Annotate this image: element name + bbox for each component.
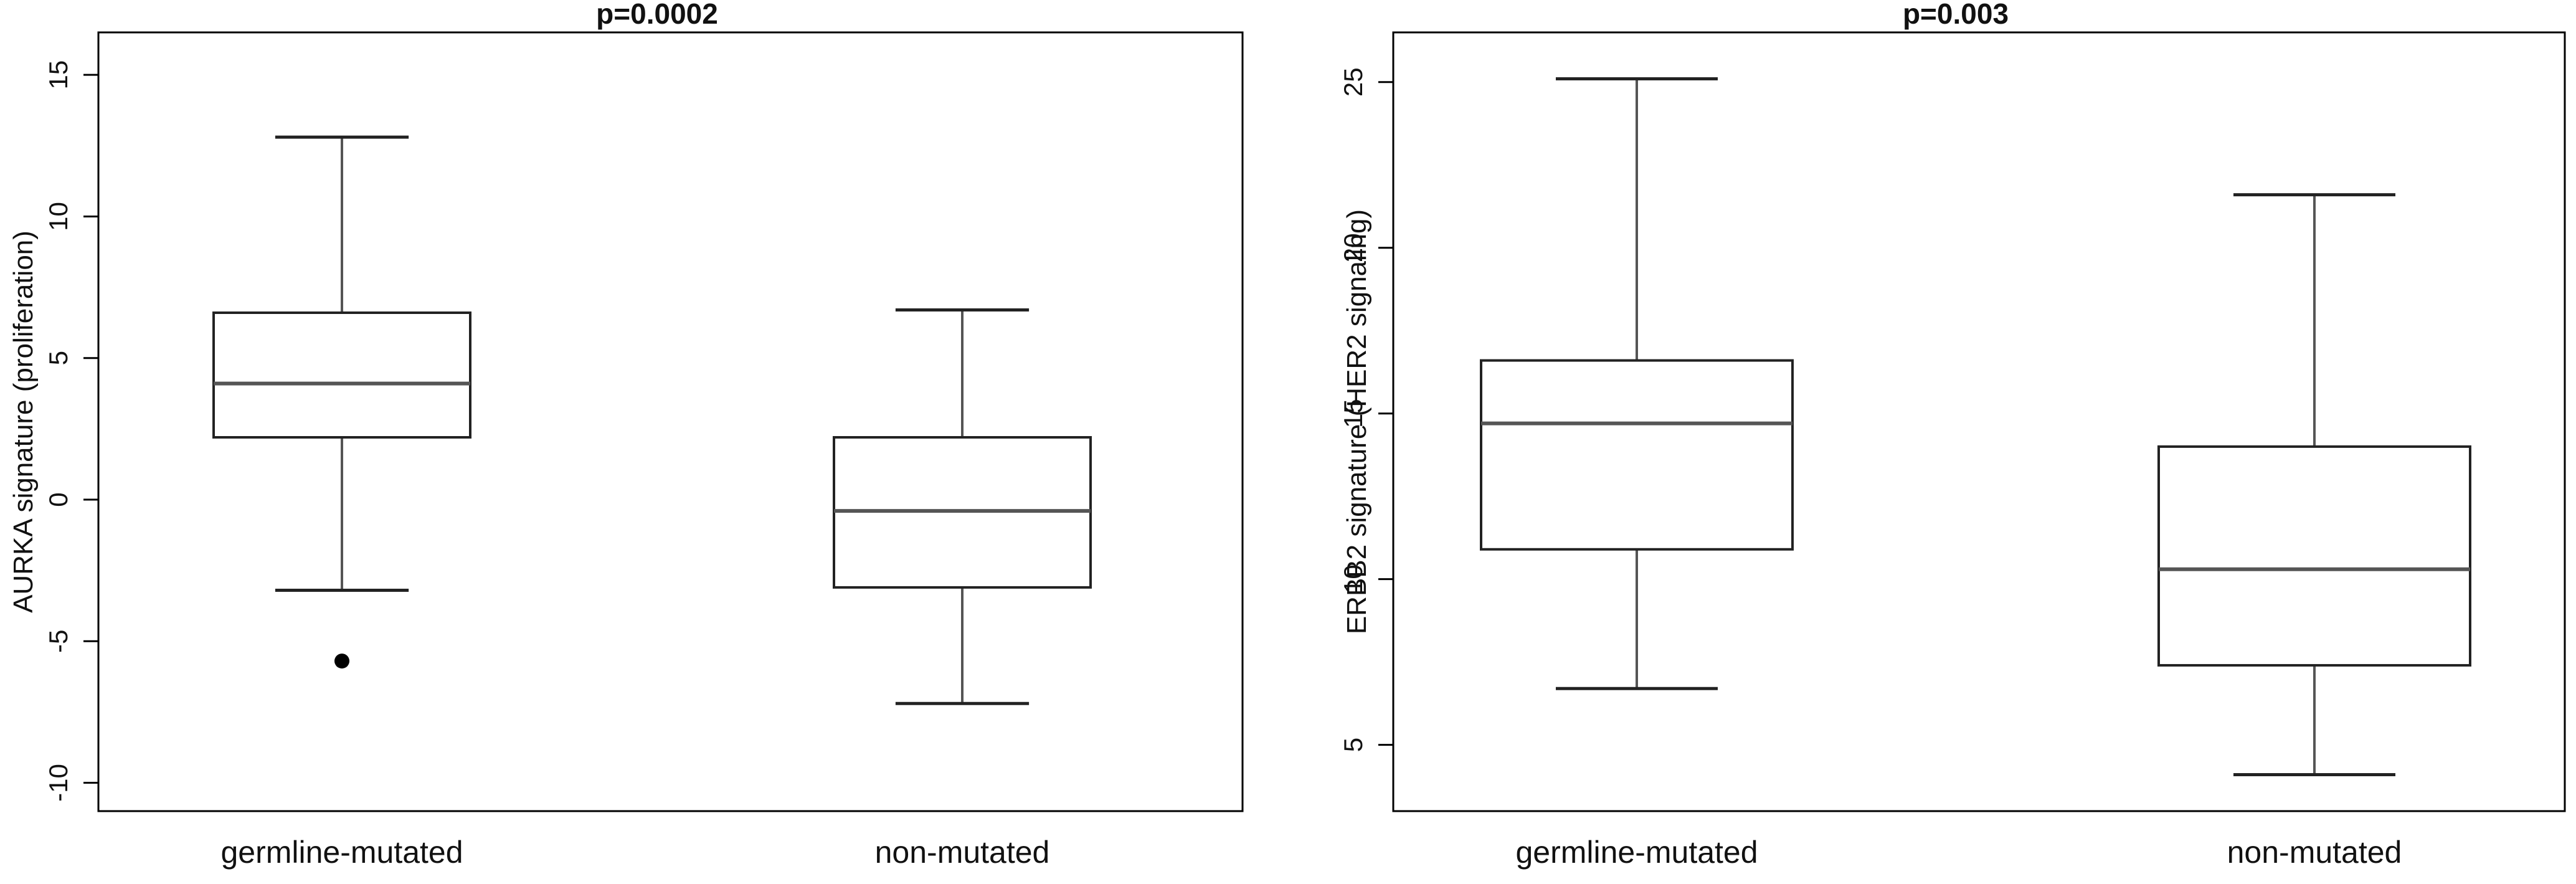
box-body xyxy=(1480,359,1794,551)
plot-frame xyxy=(97,31,1244,812)
chart-title: p=0.0002 xyxy=(596,0,718,30)
y-tick-label: -10 xyxy=(44,764,73,802)
y-tick-label: 15 xyxy=(1338,399,1368,428)
y-axis-label: AURKA signature (proliferation) xyxy=(8,231,39,613)
y-tick-label: 5 xyxy=(44,351,73,365)
box-0 xyxy=(212,135,471,669)
box-body xyxy=(212,311,471,439)
y-tick-label: 10 xyxy=(44,202,73,231)
category-label: non-mutated xyxy=(2227,835,2402,870)
y-tick-label: 15 xyxy=(44,60,73,90)
category-label: germline-mutated xyxy=(1515,835,1758,870)
box-body xyxy=(2157,445,2471,667)
y-tick-label: 25 xyxy=(1338,67,1368,97)
category-label: germline-mutated xyxy=(220,835,463,870)
outlier-point xyxy=(334,653,349,669)
y-axis-label: ERBB2 signature (HER2 signaling) xyxy=(1342,209,1372,634)
y-tick-label: 20 xyxy=(1338,233,1368,262)
chart-title: p=0.003 xyxy=(1903,0,2009,30)
box-0 xyxy=(1480,77,1794,690)
panel-erbb2: p=0.003 ERBB2 signature (HER2 signaling) 5… xyxy=(1338,0,2566,870)
y-tick-label: 0 xyxy=(44,492,73,506)
box-1 xyxy=(833,308,1092,705)
y-tick-label: 10 xyxy=(1338,564,1368,594)
plot-frame xyxy=(1392,31,2566,812)
y-tick-label: 5 xyxy=(1338,738,1368,752)
category-label: non-mutated xyxy=(875,835,1050,870)
box-1 xyxy=(2157,193,2471,776)
y-tick-label: -5 xyxy=(44,630,73,653)
